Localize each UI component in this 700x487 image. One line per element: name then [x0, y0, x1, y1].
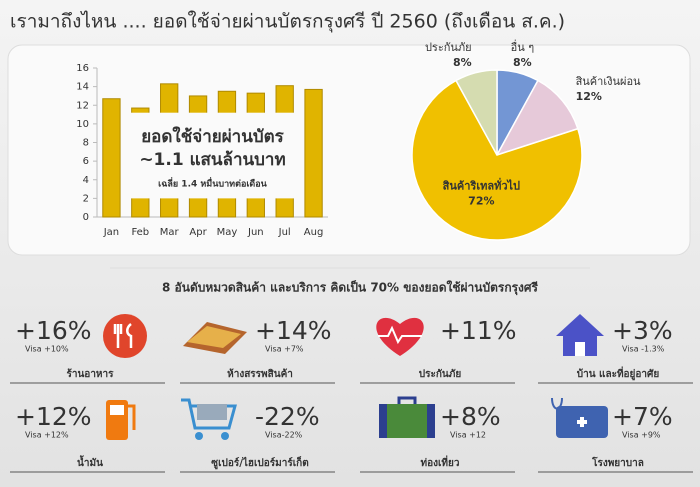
x-tick-label: Jun [247, 227, 264, 238]
heart-icon [376, 317, 424, 356]
growth: +8% [440, 402, 501, 431]
growth: +12% [15, 402, 92, 431]
x-tick-label: Mar [160, 227, 180, 238]
annotation: เฉลี่ย 1.4 หมื่นบาทต่อเดือน [158, 177, 267, 190]
pie-label: อื่น ๆ [511, 39, 535, 54]
charts: 0 2 4 6 8 10 12 14 16 Jan Feb Mar Apr May Jun Jul Aug ยอด… [76, 39, 641, 241]
pie-slice [411, 79, 583, 241]
y-tick-label: 6 [83, 156, 89, 167]
growth: +14% [255, 316, 332, 345]
x-tick-label: Apr [189, 227, 207, 238]
category-name: โรงพยาบาล [591, 456, 644, 469]
y-tick-label: 16 [76, 63, 89, 74]
cart-icon [181, 398, 237, 440]
section-title: 8 อันดับหมวดสินค้า และบริการ คิดเป็น 70%… [162, 280, 539, 296]
food-icon [103, 314, 147, 358]
suitcase-icon [379, 396, 435, 438]
pie-label: ประกันภัย [425, 41, 472, 54]
items: +16%Visa +10% ร้านอาหาร +14%Visa +7% ห้างสร… [10, 316, 693, 473]
medkit-icon [551, 397, 608, 438]
y-tick-label: 0 [83, 212, 89, 223]
y-tick-label: 12 [76, 100, 89, 111]
category-name: ประกันภัย [419, 368, 462, 380]
visa-growth: Visa +12% [25, 431, 69, 440]
y-tick-label: 14 [76, 82, 89, 93]
mall-icon [183, 322, 247, 354]
growth: +11% [440, 316, 517, 345]
y-tick-label: 2 [83, 193, 89, 204]
pie-value-label: 8% [513, 56, 532, 69]
growth: +7% [612, 402, 673, 431]
y-tick-label: 10 [76, 119, 89, 130]
category-name: ซูเปอร์/ไฮเปอร์มาร์เก็ต [211, 455, 308, 470]
bar [304, 88, 323, 218]
annotation: ยอดใช้จ่ายผ่านบัตร [141, 126, 284, 147]
visa-growth: Visa +12 [450, 431, 486, 440]
growth: +3% [612, 316, 673, 345]
title: เรามาถึงไหน .... ยอดใช้จ่ายผ่านบัตรกรุงศ… [10, 11, 565, 34]
annotation: ~1.1 แสนล้านบาท [139, 150, 285, 170]
x-tick-label: May [217, 227, 238, 238]
pie-slice [455, 69, 498, 156]
category-name: น้ำมัน [77, 455, 103, 469]
annotation-box [124, 112, 301, 199]
x-tick-label: Aug [304, 227, 324, 238]
growth: -22% [255, 402, 320, 431]
pie-value-label: 72% [468, 195, 494, 208]
pie-value-label: 8% [453, 56, 472, 69]
y-tick-label: 8 [83, 138, 89, 149]
bar [102, 98, 121, 218]
visa-growth: Visa +7% [265, 345, 304, 354]
visa-growth: Visa +9% [622, 431, 661, 440]
category-name: ท่องเที่ยว [421, 455, 460, 469]
pie-label: สินค้าเงินผ่อน [575, 75, 641, 88]
category-name: บ้าน และที่อยู่อาศัย [577, 366, 660, 381]
pie-slice [495, 79, 579, 157]
visa-growth: Visa -1.3% [622, 345, 665, 354]
pie-value-label: 12% [576, 90, 602, 103]
visa-growth: Visa-22% [265, 431, 303, 440]
x-tick-label: Feb [131, 227, 149, 238]
category-name: ร้านอาหาร [66, 368, 114, 380]
house-icon [556, 314, 604, 356]
y-tick-label: 4 [83, 175, 89, 186]
category-name: ห้างสรรพสินค้า [227, 368, 293, 380]
x-tick-label: Jan [103, 227, 119, 238]
growth: +16% [15, 316, 92, 345]
visa-growth: Visa +10% [25, 345, 69, 354]
x-tick-label: Jul [278, 227, 291, 238]
fuel-icon [106, 400, 136, 440]
pie-label: สินค้าริเทลทั่วไป [442, 178, 520, 193]
